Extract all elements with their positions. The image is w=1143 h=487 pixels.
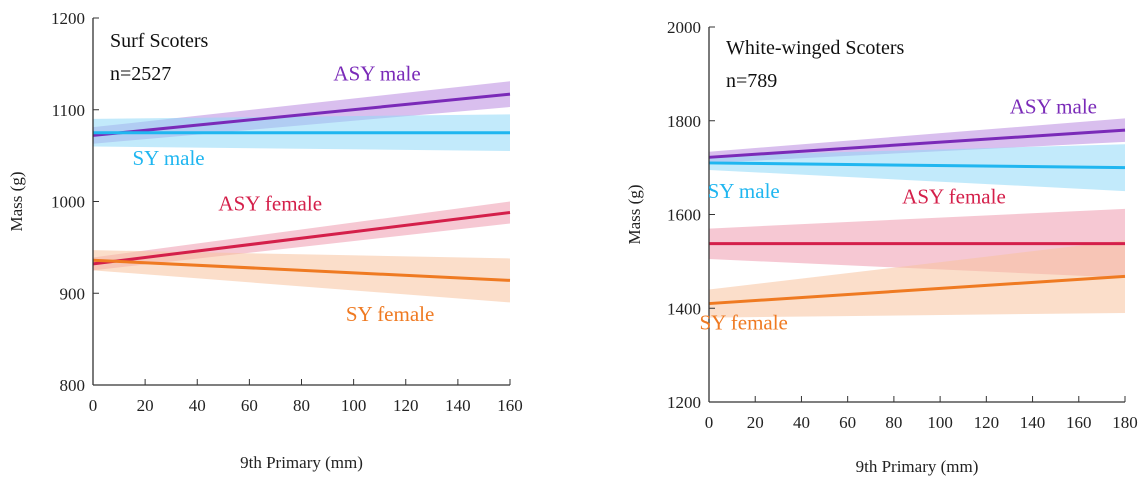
x-tick-label: 80: [885, 413, 902, 432]
sy-male-line: [708, 161, 1126, 170]
sy-male-label: SY male: [133, 146, 205, 170]
white-winged-scoters-panel: 0 20 40 60 80 100 120 140 160 180 1200 1400 1600 1800…: [625, 18, 1138, 476]
asy-female-label: ASY female: [902, 185, 1006, 209]
x-tick-label: 20: [747, 413, 764, 432]
y-tick-label: 2000: [667, 18, 701, 37]
y-axis-title: Mass (g): [7, 172, 26, 232]
sy-female-line: [708, 274, 1126, 306]
x-tick-label: 100: [341, 396, 367, 415]
sy-female-label: SY female: [346, 302, 434, 326]
sy-male-confidence-band: [709, 144, 1125, 192]
x-tick-label: 160: [497, 396, 523, 415]
surf-scoters-panel: 0 20 40 60 80 100 120 140 160 800 900 1000 1100 1200 9…: [7, 9, 523, 472]
x-tick-label: 0: [89, 396, 98, 415]
panel-title: White-winged Scoters: [726, 37, 904, 59]
x-tick-label: 80: [293, 396, 310, 415]
x-tick-label: 100: [927, 413, 953, 432]
y-tick-label: 1800: [667, 112, 701, 131]
x-tick-label: 40: [189, 396, 206, 415]
x-tick-label: 160: [1066, 413, 1092, 432]
asy-female-line: [92, 211, 511, 266]
asy-male-label: ASY male: [333, 61, 420, 85]
y-axis-title: Mass (g): [625, 185, 644, 245]
sample-size-label: n=2527: [110, 63, 171, 85]
x-tick-label: 180: [1112, 413, 1138, 432]
y-tick-label: 1200: [51, 9, 85, 28]
x-tick-label: 140: [1020, 413, 1046, 432]
x-tick-label: 0: [705, 413, 714, 432]
sy-male-label: SY male: [708, 179, 780, 203]
x-tick-label: 40: [793, 413, 810, 432]
x-tick-label: 120: [974, 413, 1000, 432]
y-tick-label: 1200: [667, 393, 701, 412]
asy-male-line: [92, 92, 511, 137]
sample-size-label: n=789: [726, 70, 777, 92]
panel-title: Surf Scoters: [110, 30, 209, 52]
y-tick-label: 900: [60, 284, 86, 303]
asy-male-label: ASY male: [1010, 95, 1097, 119]
x-tick-label: 60: [839, 413, 856, 432]
y-tick-label: 1600: [667, 206, 701, 225]
y-tick-label: 800: [60, 376, 86, 395]
asy-female-label: ASY female: [218, 192, 322, 216]
sy-female-confidence-band: [709, 240, 1125, 318]
asy-male-line: [708, 128, 1126, 159]
x-tick-label: 20: [137, 396, 154, 415]
sy-female-label: SY female: [699, 310, 787, 334]
sy-female-line: [92, 258, 511, 282]
x-tick-label: 60: [241, 396, 258, 415]
x-tick-label: 120: [393, 396, 419, 415]
y-tick-label: 1100: [52, 101, 85, 120]
x-axis-title: 9th Primary (mm): [856, 457, 979, 476]
y-tick-label: 1400: [667, 299, 701, 318]
y-tick-label: 1000: [51, 193, 85, 212]
sy-female-confidence-band: [93, 250, 510, 303]
x-axis-title: 9th Primary (mm): [240, 453, 363, 472]
x-tick-label: 140: [445, 396, 471, 415]
